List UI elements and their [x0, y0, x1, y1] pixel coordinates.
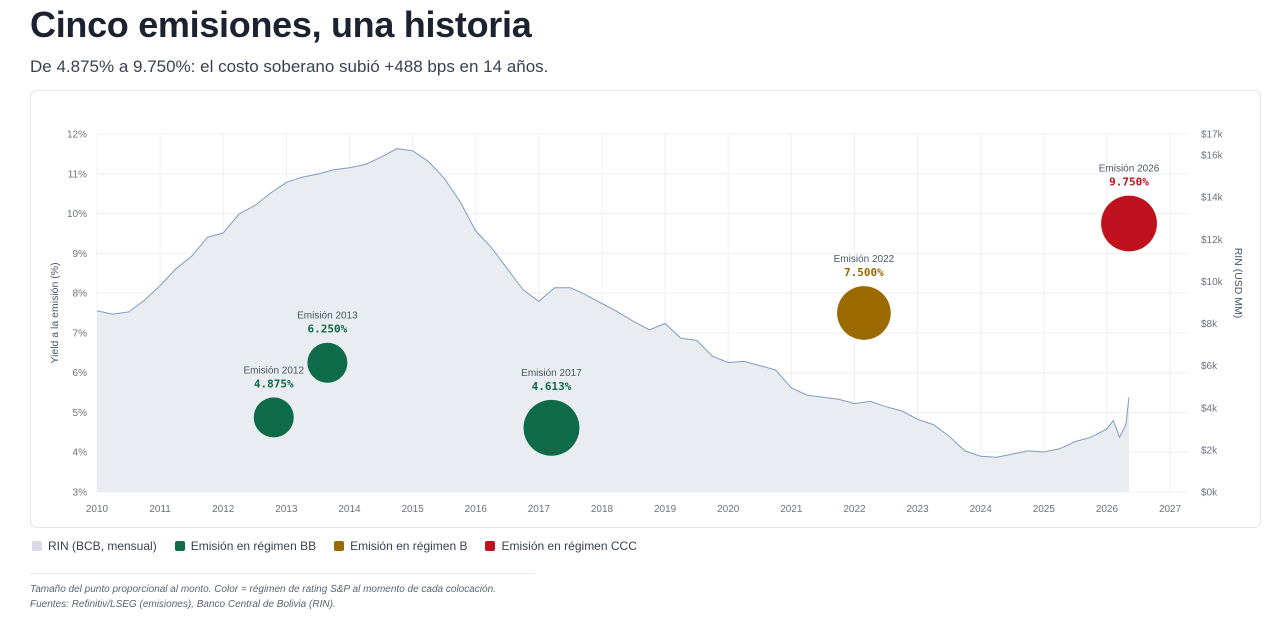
legend-label-b: Emisión en régimen B — [350, 539, 468, 553]
legend-label-bb: Emisión en régimen BB — [190, 539, 317, 553]
page-subtitle: De 4.875% a 9.750%: el costo soberano su… — [30, 57, 549, 76]
emission-yield-label: 4.613% — [532, 380, 572, 393]
legend-item-rin: RIN (BCB, mensual) — [32, 539, 157, 553]
rin-area — [97, 148, 1129, 492]
y-tick-label: 3% — [73, 488, 88, 499]
x-tick-label: 2024 — [970, 504, 993, 515]
x-tick-label: 2022 — [843, 504, 866, 515]
emission-name-label: Emisión 2026 — [1099, 164, 1160, 175]
y-tick-label: 5% — [73, 408, 88, 419]
y2-axis-title: RIN (USD MM) — [1232, 248, 1244, 319]
footnote-divider — [30, 573, 535, 574]
emission-bubble-5 — [1101, 195, 1157, 252]
x-tick-label: 2015 — [401, 504, 424, 515]
legend-swatch-b — [334, 541, 345, 551]
legend-swatch-ccc — [485, 541, 496, 551]
y-tick-label: 6% — [73, 368, 88, 379]
x-tick-label: 2013 — [275, 504, 298, 515]
x-tick-label: 2016 — [465, 504, 488, 515]
emission-name-label: Emisión 2012 — [243, 365, 304, 376]
emission-yield-label: 7.500% — [844, 266, 884, 279]
y2-tick-label: $16k — [1201, 151, 1224, 162]
x-tick-label: 2018 — [591, 504, 614, 515]
x-tick-label: 2011 — [149, 504, 171, 515]
y2-tick-label: $4k — [1201, 403, 1218, 414]
legend-label-ccc: Emisión en régimen CCC — [501, 539, 637, 553]
emission-name-label: Emisión 2017 — [521, 368, 582, 379]
footnote-method: Tamaño del punto proporcional al monto. … — [30, 584, 496, 595]
y2-tick-label: $17k — [1201, 130, 1224, 141]
emission-yield-label: 4.875% — [254, 377, 294, 390]
y2-tick-label: $8k — [1201, 319, 1218, 330]
x-tick-label: 2014 — [338, 504, 361, 515]
emission-bubble-3 — [523, 399, 580, 456]
emission-bubble-4 — [837, 286, 891, 340]
y-tick-label: 12% — [67, 130, 87, 141]
footnote-sources: Fuentes: Refinitiv/LSEG (emisiones), Ban… — [30, 599, 336, 610]
y-tick-label: 9% — [73, 249, 88, 260]
legend-swatch-bb — [174, 541, 185, 551]
emission-yield-label: 9.750% — [1109, 176, 1149, 189]
legend-item-b: Emisión en régimen B — [334, 539, 467, 553]
y2-tick-label: $0k — [1201, 488, 1218, 499]
chart-card: 2010 2011 2012 2013 2014 2015 2016 2017 2018 2019… — [30, 90, 1261, 528]
x-tick-label: 2012 — [212, 504, 235, 515]
x-tick-label: 2025 — [1033, 504, 1056, 515]
x-tick-label: 2027 — [1159, 504, 1182, 515]
y-tick-label: 4% — [73, 448, 88, 459]
y-tick-label: 10% — [67, 209, 87, 220]
y-tick-label: 7% — [73, 328, 88, 339]
x-tick-label: 2017 — [528, 504, 551, 515]
chart-svg: 2010 2011 2012 2013 2014 2015 2016 2017 2018 2019… — [49, 130, 1244, 516]
x-tick-label: 2021 — [780, 504, 803, 515]
chart-legend: RIN (BCB, mensual) Emisión en régimen BB… — [32, 539, 637, 553]
y2-tick-label: $12k — [1201, 235, 1224, 246]
page-title: Cinco emisiones, una historia — [30, 4, 532, 45]
x-tick-label: 2026 — [1096, 504, 1119, 515]
y2-tick-label: $14k — [1201, 193, 1224, 204]
y2-tick-label: $10k — [1201, 277, 1224, 288]
y2-tick-label: $6k — [1201, 361, 1218, 372]
x-tick-label: 2010 — [86, 504, 109, 515]
x-tick-label: 2019 — [654, 504, 677, 515]
legend-item-bb: Emisión en régimen BB — [174, 539, 317, 553]
emission-name-label: Emisión 2013 — [297, 311, 358, 322]
emission-bubble-2 — [307, 342, 348, 383]
x-tick-label: 2020 — [717, 504, 740, 515]
emission-name-label: Emisión 2022 — [834, 254, 895, 265]
legend-label-rin: RIN (BCB, mensual) — [48, 539, 157, 553]
rin-line — [96, 148, 1130, 458]
legend-item-ccc: Emisión en régimen CCC — [485, 539, 637, 553]
y-tick-label: 11% — [68, 169, 87, 180]
y2-tick-label: $2k — [1201, 445, 1218, 456]
y-axis-title: Yield a la emisión (%) — [49, 262, 61, 363]
legend-swatch-rin — [32, 541, 42, 551]
y-tick-label: 8% — [73, 289, 88, 300]
x-tick-label: 2023 — [906, 504, 929, 515]
emission-bubble-1 — [253, 397, 294, 438]
emission-yield-label: 6.250% — [308, 323, 348, 336]
